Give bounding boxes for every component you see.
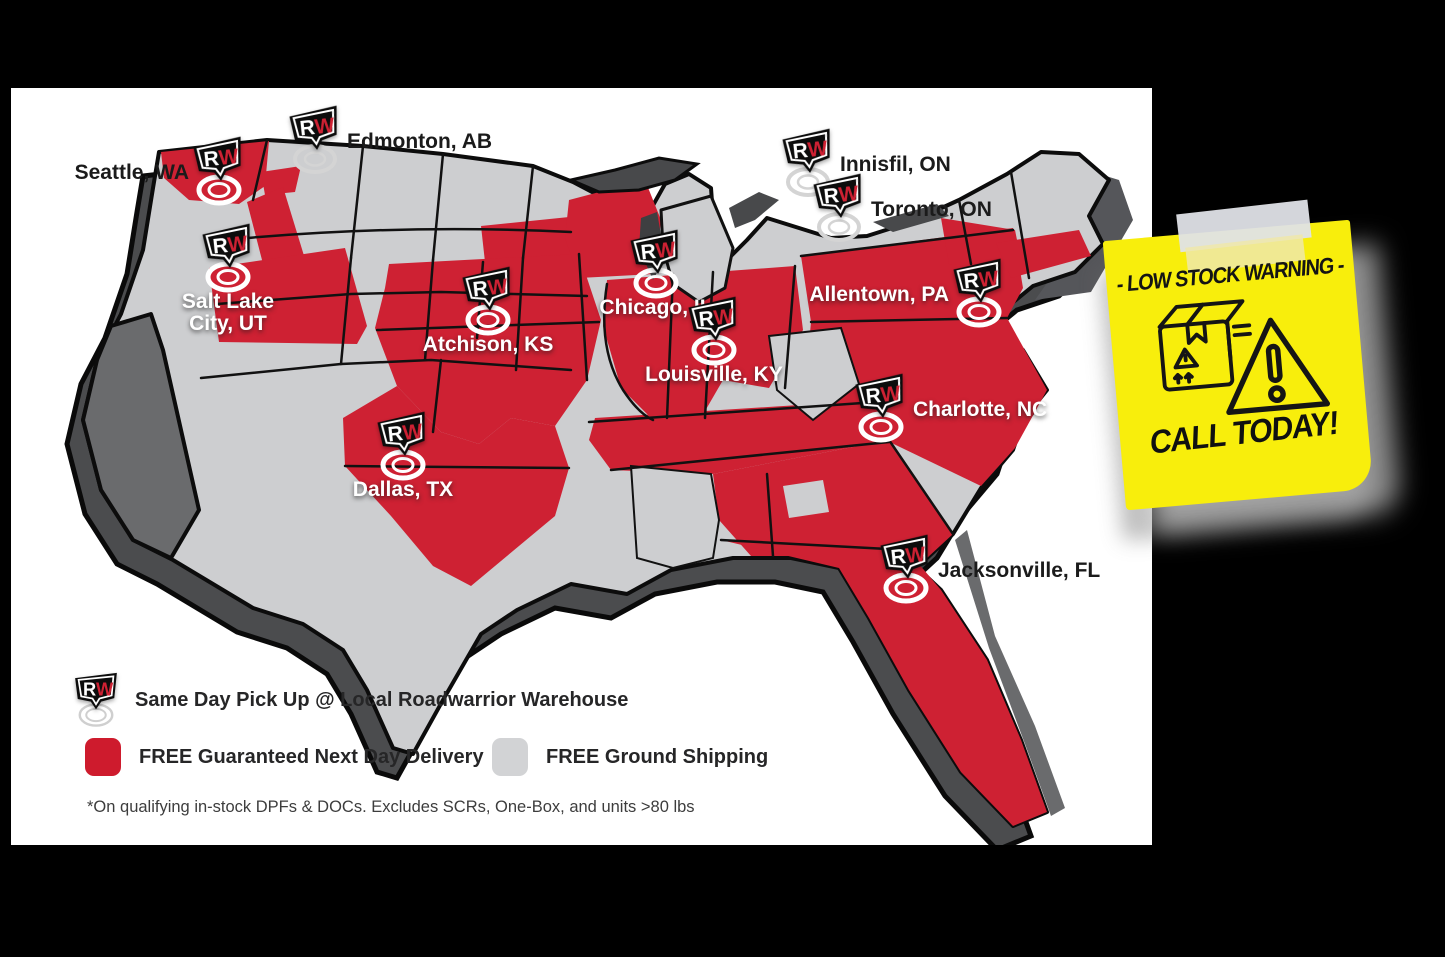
- package-icon: [1157, 299, 1252, 392]
- city-label-jacksonville: Jacksonville, FL: [938, 559, 1101, 582]
- rw-badge: RW: [462, 266, 510, 311]
- svg-text:R: R: [823, 184, 840, 208]
- low-stock-sticky-note: - LOW STOCK WARNING - CALL TODAY!: [1100, 196, 1400, 536]
- city-label-seattle: Seattle, WA: [74, 161, 189, 184]
- svg-text:W: W: [838, 182, 860, 207]
- rw-badge: RW: [782, 128, 830, 173]
- legend-ground-label: FREE Ground Shipping: [546, 745, 769, 768]
- city-label-innisfil: Innisfil, ON: [840, 153, 951, 176]
- svg-text:R: R: [387, 422, 404, 446]
- ground-shipping-gaps: [629, 194, 861, 570]
- svg-text:W: W: [218, 145, 240, 170]
- svg-text:R: R: [212, 234, 229, 258]
- svg-text:W: W: [487, 275, 509, 300]
- svg-text:R: R: [963, 269, 980, 293]
- next-day-swatch: [85, 738, 121, 776]
- california-shape: [81, 312, 201, 560]
- ground-swatch: [492, 738, 528, 776]
- legend-pickup-label: Same Day Pick Up @ Local Roadwarrior War…: [135, 688, 629, 711]
- rw-badge: RW: [630, 229, 678, 274]
- city-label-edmonton: Edmonton, AB: [347, 130, 493, 153]
- svg-text:R: R: [640, 240, 657, 264]
- city-label-chicago: Chicago, IL: [599, 296, 713, 319]
- svg-text:W: W: [96, 678, 114, 699]
- legend-next-day-row: FREE Guaranteed Next Day Delivery: [85, 738, 484, 776]
- city-label-charlotte: Charlotte, NC: [913, 398, 1048, 421]
- warning-triangle-icon: [1226, 317, 1330, 415]
- svg-text:W: W: [880, 382, 902, 407]
- svg-text:W: W: [905, 543, 927, 568]
- rw-badge: RW: [377, 411, 425, 456]
- rw-badge: RW: [202, 223, 250, 268]
- svg-text:R: R: [299, 116, 316, 140]
- low-stock-icons: [1157, 299, 1330, 415]
- rw-badge: RW: [953, 258, 1001, 303]
- svg-text:R: R: [890, 545, 907, 569]
- svg-text:W: W: [402, 420, 424, 445]
- us-coverage-map: [64, 138, 1133, 845]
- svg-text:W: W: [655, 238, 677, 263]
- svg-text:W: W: [314, 114, 336, 139]
- rw-badge: RW: [289, 105, 337, 150]
- florida-shadow: [955, 530, 1065, 816]
- rw-badge: RW: [193, 136, 241, 181]
- rw-badge: RW: [880, 534, 928, 579]
- svg-text:R: R: [865, 384, 882, 408]
- rw-badge: RW: [813, 173, 861, 218]
- legend-ground-row: FREE Ground Shipping: [492, 738, 768, 776]
- qualifying-footnote: *On qualifying in-stock DPFs & DOCs. Exc…: [87, 798, 695, 816]
- rw-badge: RW: [855, 373, 903, 418]
- city-label-louisville: Louisville, KY: [645, 363, 783, 386]
- svg-text:R: R: [472, 277, 489, 301]
- city-label-atchison: Atchison, KS: [422, 333, 554, 356]
- svg-text:R: R: [83, 678, 96, 699]
- rw-badge: RW: [688, 296, 736, 341]
- svg-text:R: R: [203, 147, 220, 171]
- svg-text:W: W: [713, 305, 735, 330]
- svg-text:W: W: [807, 137, 829, 162]
- city-label-salt-lake-city: Salt Lake City, UT: [181, 290, 275, 335]
- svg-text:W: W: [978, 267, 1000, 292]
- legend-next-day-label: FREE Guaranteed Next Day Delivery: [139, 745, 484, 768]
- svg-text:W: W: [227, 232, 249, 257]
- city-label-allentown: Allentown, PA: [809, 283, 949, 306]
- city-label-dallas: Dallas, TX: [352, 478, 454, 501]
- svg-text:R: R: [792, 139, 809, 163]
- svg-text:R: R: [698, 307, 715, 331]
- city-label-toronto: Toronto, ON: [871, 198, 992, 221]
- sticky-note-paper: - LOW STOCK WARNING - CALL TODAY!: [1102, 199, 1374, 511]
